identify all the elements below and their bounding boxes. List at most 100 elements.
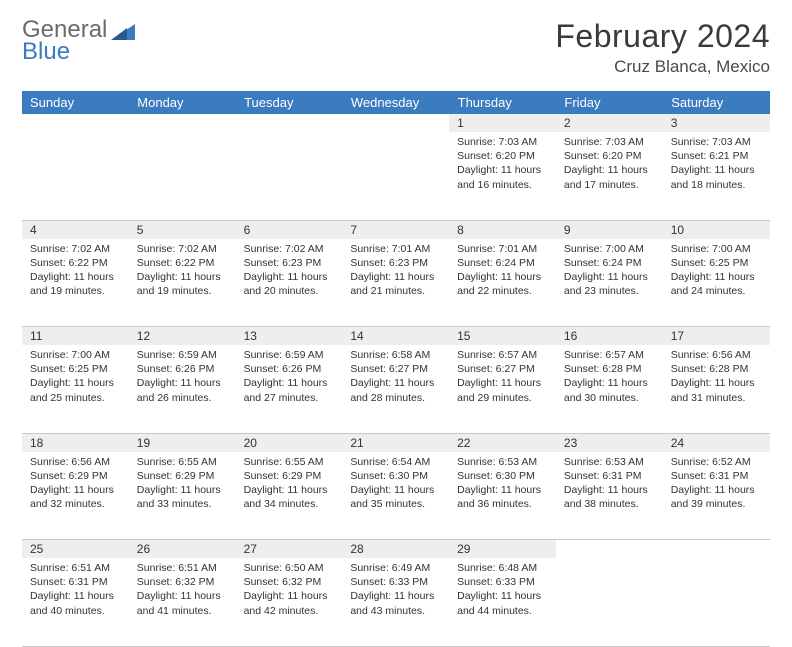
sunset-line: Sunset: 6:31 PM: [30, 575, 121, 589]
day-number-cell: 8: [449, 220, 556, 239]
day-body: Sunrise: 6:52 AMSunset: 6:31 PMDaylight:…: [663, 452, 770, 518]
sunset-line: Sunset: 6:30 PM: [457, 469, 548, 483]
sunset-line: Sunset: 6:26 PM: [137, 362, 228, 376]
day-body: Sunrise: 6:59 AMSunset: 6:26 PMDaylight:…: [129, 345, 236, 411]
day-cell: Sunrise: 7:03 AMSunset: 6:20 PMDaylight:…: [556, 132, 663, 220]
sunset-line: Sunset: 6:27 PM: [457, 362, 548, 376]
sunset-line: Sunset: 6:33 PM: [457, 575, 548, 589]
daylight-line: Daylight: 11 hours and 25 minutes.: [30, 376, 121, 404]
daylight-line: Daylight: 11 hours and 17 minutes.: [564, 163, 655, 191]
daylight-line: Daylight: 11 hours and 34 minutes.: [244, 483, 335, 511]
day-number-cell: 5: [129, 220, 236, 239]
day-number-cell: 21: [342, 433, 449, 452]
day-body: Sunrise: 6:57 AMSunset: 6:28 PMDaylight:…: [556, 345, 663, 411]
day-number-cell: [236, 114, 343, 132]
weekday-header: Monday: [129, 91, 236, 114]
day-cell: Sunrise: 6:52 AMSunset: 6:31 PMDaylight:…: [663, 452, 770, 540]
day-number-cell: [22, 114, 129, 132]
sunset-line: Sunset: 6:23 PM: [350, 256, 441, 270]
sunset-line: Sunset: 6:22 PM: [30, 256, 121, 270]
sunrise-line: Sunrise: 6:56 AM: [671, 348, 762, 362]
day-number-row: 2526272829: [22, 540, 770, 559]
day-body: Sunrise: 6:58 AMSunset: 6:27 PMDaylight:…: [342, 345, 449, 411]
day-cell: [556, 558, 663, 646]
day-number-cell: 13: [236, 327, 343, 346]
sunrise-line: Sunrise: 6:53 AM: [457, 455, 548, 469]
day-cell: Sunrise: 6:49 AMSunset: 6:33 PMDaylight:…: [342, 558, 449, 646]
sunrise-line: Sunrise: 7:01 AM: [350, 242, 441, 256]
day-body: Sunrise: 7:03 AMSunset: 6:20 PMDaylight:…: [556, 132, 663, 198]
daylight-line: Daylight: 11 hours and 28 minutes.: [350, 376, 441, 404]
title-block: February 2024 Cruz Blanca, Mexico: [555, 18, 770, 77]
daylight-line: Daylight: 11 hours and 31 minutes.: [671, 376, 762, 404]
sunset-line: Sunset: 6:20 PM: [564, 149, 655, 163]
day-cell: Sunrise: 7:02 AMSunset: 6:22 PMDaylight:…: [129, 239, 236, 327]
sunset-line: Sunset: 6:29 PM: [244, 469, 335, 483]
day-number-row: 123: [22, 114, 770, 132]
daylight-line: Daylight: 11 hours and 35 minutes.: [350, 483, 441, 511]
sunrise-line: Sunrise: 6:59 AM: [137, 348, 228, 362]
daylight-line: Daylight: 11 hours and 22 minutes.: [457, 270, 548, 298]
day-number-cell: [342, 114, 449, 132]
calendar-table: SundayMondayTuesdayWednesdayThursdayFrid…: [22, 91, 770, 647]
day-cell: [129, 132, 236, 220]
sunrise-line: Sunrise: 6:59 AM: [244, 348, 335, 362]
sunrise-line: Sunrise: 7:03 AM: [671, 135, 762, 149]
day-cell: Sunrise: 7:03 AMSunset: 6:21 PMDaylight:…: [663, 132, 770, 220]
day-number-cell: 24: [663, 433, 770, 452]
day-cell: Sunrise: 7:00 AMSunset: 6:25 PMDaylight:…: [663, 239, 770, 327]
day-body-row: Sunrise: 7:02 AM Sunset: 6:22 PM Daylight:…: [22, 239, 770, 327]
day-cell: Sunrise: 7:03 AMSunset: 6:20 PMDaylight:…: [449, 132, 556, 220]
sunset-line: Sunset: 6:20 PM: [457, 149, 548, 163]
day-cell: Sunrise: 6:59 AMSunset: 6:26 PMDaylight:…: [129, 345, 236, 433]
day-cell: Sunrise: 6:54 AMSunset: 6:30 PMDaylight:…: [342, 452, 449, 540]
day-number-cell: 4: [22, 220, 129, 239]
sunset-line: Sunset: 6:22 PM: [137, 256, 228, 270]
day-cell: Sunrise: 6:57 AMSunset: 6:28 PMDaylight:…: [556, 345, 663, 433]
day-cell: Sunrise: 7:00 AMSunset: 6:24 PMDaylight:…: [556, 239, 663, 327]
day-cell: [22, 132, 129, 220]
daylight-line: Daylight: 11 hours and 33 minutes.: [137, 483, 228, 511]
day-number-cell: 23: [556, 433, 663, 452]
day-cell: Sunrise: 6:56 AMSunset: 6:28 PMDaylight:…: [663, 345, 770, 433]
day-number-cell: 10: [663, 220, 770, 239]
day-cell: Sunrise: 6:48 AMSunset: 6:33 PMDaylight:…: [449, 558, 556, 646]
day-cell: Sunrise: 7:02 AMSunset: 6:23 PMDaylight:…: [236, 239, 343, 327]
day-body: Sunrise: 6:50 AMSunset: 6:32 PMDaylight:…: [236, 558, 343, 624]
day-body: Sunrise: 7:01 AMSunset: 6:24 PMDaylight:…: [449, 239, 556, 305]
weekday-header: Friday: [556, 91, 663, 114]
sunrise-line: Sunrise: 7:00 AM: [671, 242, 762, 256]
daylight-line: Daylight: 11 hours and 24 minutes.: [671, 270, 762, 298]
sunset-line: Sunset: 6:29 PM: [30, 469, 121, 483]
sunrise-line: Sunrise: 6:50 AM: [244, 561, 335, 575]
day-body-row: Sunrise: 6:56 AMSunset: 6:29 PMDaylight:…: [22, 452, 770, 540]
day-body: Sunrise: 7:00 AMSunset: 6:24 PMDaylight:…: [556, 239, 663, 305]
sunrise-line: Sunrise: 7:02 AM: [244, 242, 335, 256]
daylight-line: Daylight: 11 hours and 27 minutes.: [244, 376, 335, 404]
month-title: February 2024: [555, 18, 770, 55]
daylight-line: Daylight: 11 hours and 40 minutes.: [30, 589, 121, 617]
sunset-line: Sunset: 6:23 PM: [244, 256, 335, 270]
day-cell: Sunrise: 6:51 AMSunset: 6:32 PMDaylight:…: [129, 558, 236, 646]
day-cell: [342, 132, 449, 220]
day-body: Sunrise: 7:00 AMSunset: 6:25 PMDaylight:…: [22, 345, 129, 411]
sunrise-line: Sunrise: 7:01 AM: [457, 242, 548, 256]
daylight-line: Daylight: 11 hours and 42 minutes.: [244, 589, 335, 617]
day-body: Sunrise: 7:00 AMSunset: 6:25 PMDaylight:…: [663, 239, 770, 305]
sunrise-line: Sunrise: 6:55 AM: [137, 455, 228, 469]
day-number-cell: 16: [556, 327, 663, 346]
daylight-line: Daylight: 11 hours and 23 minutes.: [564, 270, 655, 298]
day-body: Sunrise: 6:55 AMSunset: 6:29 PMDaylight:…: [129, 452, 236, 518]
weekday-header: Tuesday: [236, 91, 343, 114]
weekday-header: Sunday: [22, 91, 129, 114]
sunset-line: Sunset: 6:24 PM: [564, 256, 655, 270]
sunrise-line: Sunrise: 6:58 AM: [350, 348, 441, 362]
logo-text: General Blue: [22, 18, 107, 64]
day-number-cell: 1: [449, 114, 556, 132]
day-number-cell: 29: [449, 540, 556, 559]
daylight-line: Daylight: 11 hours and 38 minutes.: [564, 483, 655, 511]
daylight-line: Daylight: 11 hours and 32 minutes.: [30, 483, 121, 511]
day-cell: Sunrise: 7:01 AMSunset: 6:24 PMDaylight:…: [449, 239, 556, 327]
sunset-line: Sunset: 6:30 PM: [350, 469, 441, 483]
sunrise-line: Sunrise: 6:52 AM: [671, 455, 762, 469]
